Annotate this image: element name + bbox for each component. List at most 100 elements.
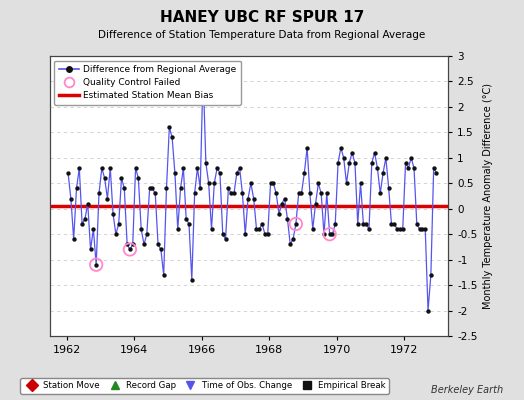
Point bbox=[387, 221, 396, 227]
Point bbox=[137, 226, 145, 232]
Y-axis label: Monthly Temperature Anomaly Difference (°C): Monthly Temperature Anomaly Difference (… bbox=[483, 83, 493, 309]
Point bbox=[92, 262, 101, 268]
Point bbox=[342, 180, 351, 186]
Point bbox=[219, 231, 227, 237]
Point bbox=[337, 144, 345, 151]
Point bbox=[359, 221, 367, 227]
Point bbox=[204, 180, 213, 186]
Point bbox=[193, 165, 202, 171]
Point bbox=[233, 170, 241, 176]
Text: Difference of Station Temperature Data from Regional Average: Difference of Station Temperature Data f… bbox=[99, 30, 425, 40]
Point bbox=[385, 185, 393, 192]
Point bbox=[241, 231, 249, 237]
Point bbox=[309, 226, 317, 232]
Point bbox=[305, 190, 314, 197]
Point bbox=[303, 144, 311, 151]
Point bbox=[379, 170, 387, 176]
Point bbox=[196, 185, 204, 192]
Point bbox=[101, 175, 109, 181]
Point bbox=[78, 221, 86, 227]
Point bbox=[97, 165, 106, 171]
Point bbox=[252, 226, 260, 232]
Point bbox=[86, 246, 95, 253]
Point bbox=[278, 200, 286, 207]
Point bbox=[421, 226, 430, 232]
Point bbox=[368, 160, 376, 166]
Point bbox=[132, 165, 140, 171]
Point bbox=[320, 231, 328, 237]
Point bbox=[407, 155, 416, 161]
Point bbox=[325, 231, 334, 237]
Point bbox=[154, 241, 162, 248]
Point bbox=[289, 236, 297, 242]
Legend: Difference from Regional Average, Quality Control Failed, Estimated Station Mean: Difference from Regional Average, Qualit… bbox=[54, 60, 241, 105]
Point bbox=[151, 190, 159, 197]
Point bbox=[72, 185, 81, 192]
Point bbox=[275, 211, 283, 217]
Point bbox=[210, 180, 219, 186]
Point bbox=[112, 231, 120, 237]
Point bbox=[396, 226, 404, 232]
Point bbox=[162, 185, 171, 192]
Point bbox=[404, 165, 412, 171]
Point bbox=[325, 231, 334, 237]
Point bbox=[115, 221, 123, 227]
Point bbox=[258, 221, 266, 227]
Point bbox=[179, 165, 188, 171]
Point bbox=[103, 195, 112, 202]
Point bbox=[148, 185, 157, 192]
Point bbox=[401, 160, 410, 166]
Point bbox=[348, 150, 356, 156]
Point bbox=[297, 190, 305, 197]
Point bbox=[177, 185, 185, 192]
Point bbox=[328, 231, 336, 237]
Point bbox=[255, 226, 264, 232]
Point bbox=[356, 180, 365, 186]
Point bbox=[81, 216, 89, 222]
Point bbox=[89, 226, 97, 232]
Point bbox=[430, 165, 438, 171]
Point bbox=[224, 185, 233, 192]
Point bbox=[294, 190, 303, 197]
Point bbox=[323, 190, 331, 197]
Point bbox=[235, 165, 244, 171]
Point bbox=[317, 190, 325, 197]
Point bbox=[432, 170, 441, 176]
Point bbox=[261, 231, 269, 237]
Point bbox=[208, 226, 216, 232]
Point bbox=[292, 221, 300, 227]
Point bbox=[272, 190, 280, 197]
Point bbox=[280, 195, 289, 202]
Point bbox=[173, 226, 182, 232]
Point bbox=[314, 180, 323, 186]
Point bbox=[373, 165, 381, 171]
Point bbox=[227, 190, 235, 197]
Point bbox=[95, 190, 103, 197]
Point bbox=[334, 160, 342, 166]
Point bbox=[286, 241, 294, 248]
Point bbox=[393, 226, 401, 232]
Point bbox=[157, 246, 165, 253]
Text: HANEY UBC RF SPUR 17: HANEY UBC RF SPUR 17 bbox=[160, 10, 364, 25]
Point bbox=[230, 190, 238, 197]
Point bbox=[106, 165, 114, 171]
Point bbox=[424, 307, 432, 314]
Point bbox=[123, 241, 132, 248]
Point bbox=[292, 221, 300, 227]
Point bbox=[75, 165, 83, 171]
Point bbox=[165, 124, 173, 130]
Point bbox=[390, 221, 398, 227]
Point bbox=[354, 221, 362, 227]
Point bbox=[120, 185, 128, 192]
Point bbox=[159, 272, 168, 278]
Point bbox=[140, 241, 148, 248]
Point bbox=[64, 170, 72, 176]
Point bbox=[244, 195, 252, 202]
Point bbox=[249, 195, 258, 202]
Point bbox=[83, 200, 92, 207]
Point bbox=[410, 165, 418, 171]
Point bbox=[134, 175, 143, 181]
Point bbox=[331, 221, 340, 227]
Point bbox=[182, 216, 190, 222]
Point bbox=[117, 175, 126, 181]
